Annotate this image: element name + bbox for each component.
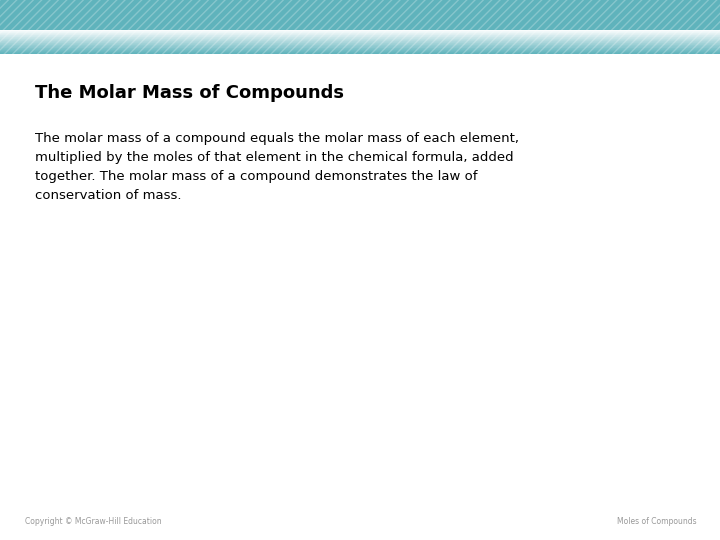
Text: Copyright © McGraw-Hill Education: Copyright © McGraw-Hill Education xyxy=(25,517,162,526)
Text: Moles of Compounds: Moles of Compounds xyxy=(617,517,697,526)
Bar xyxy=(0,0,720,54)
Text: The Molar Mass of Compounds: The Molar Mass of Compounds xyxy=(35,84,343,102)
Bar xyxy=(0,0,720,30)
Text: The molar mass of a compound equals the molar mass of each element,
multiplied b: The molar mass of a compound equals the … xyxy=(35,132,518,202)
